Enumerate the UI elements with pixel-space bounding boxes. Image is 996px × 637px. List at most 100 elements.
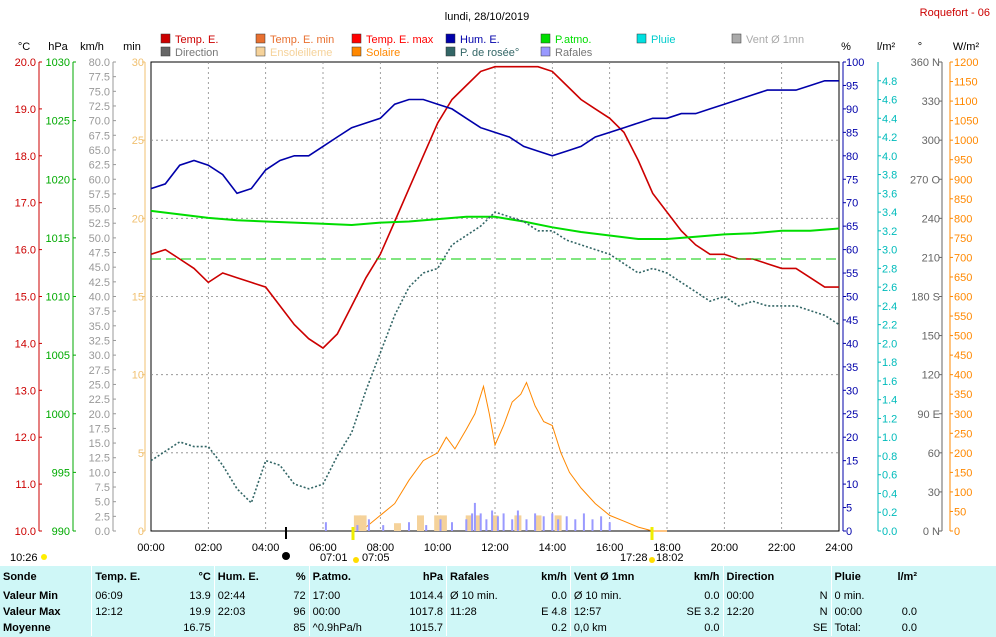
hum-tick-label: 10 (846, 479, 858, 491)
summary-cell: 96 (293, 606, 306, 618)
solar-tick-label: 900 (954, 174, 972, 186)
wind-tick-label: 22.5 (89, 394, 110, 406)
x-tick-label: 00:00 (137, 542, 165, 554)
weather-chart: lundi, 28/10/2019 Roquefort - 06 Temp. E… (10, 7, 990, 564)
summary-cell: Valeur Min (3, 590, 59, 602)
plot-area (41, 65, 840, 563)
summary-cell: 00:00 (308, 604, 389, 620)
solar-tick-label: 400 (954, 370, 972, 382)
bar-rafales (356, 525, 359, 531)
x-tick-label: 14:00 (539, 542, 567, 554)
rain-tick-label: 2.8 (882, 263, 897, 275)
summary-cell: Hum. E. (213, 566, 283, 588)
legend-label: Ensoleilleme (270, 47, 332, 59)
temp-tick-label: 15.0 (15, 292, 36, 304)
sunrise-label: 07:01 (320, 552, 348, 564)
summary-cell: 0.0 (704, 590, 720, 602)
solar-tick-label: 800 (954, 213, 972, 225)
hum-tick-label: 55 (846, 268, 858, 280)
solar-tick-label: 50 (954, 506, 966, 518)
summary-cell: 0.0 (901, 622, 917, 634)
summary-cell: Moyenne (3, 622, 51, 634)
summary-cell: km/h (541, 571, 567, 583)
bar-ensoleilleme (465, 515, 473, 531)
bar-ensoleilleme (534, 515, 542, 531)
dir-tick-label: 90 E (917, 409, 940, 421)
summary-cell: Ø 10 min. (446, 588, 525, 604)
solar_min-tick-label: 0 (138, 526, 144, 538)
summary-cell: Pluie (830, 566, 884, 588)
summary-cell (801, 566, 831, 588)
sunset-icon (649, 557, 655, 563)
wind-tick-label: 55.0 (89, 204, 110, 216)
solar-tick-label: 1050 (954, 116, 978, 128)
summary-cell: 85 (293, 622, 306, 634)
summary-row: Sonde Temp. E. °C Hum. E.% P.atmo. hPa Rafales… (0, 566, 920, 588)
hum-tick-label: 60 (846, 245, 858, 257)
dir-tick-label: 30 (928, 487, 940, 499)
wind-tick-label: 7.5 (95, 482, 110, 494)
wind-tick-label: 42.5 (89, 277, 110, 289)
solar-tick-label: 850 (954, 194, 972, 206)
summary-cell (213, 620, 283, 636)
summary-row: Valeur Max 12:12 19.9 22:03 96 00:00 1017.8 11:… (0, 604, 920, 620)
solar-tick-label: 150 (954, 467, 972, 479)
legend-swatch (445, 33, 456, 44)
legend-label: Vent Ø 1mn (746, 34, 804, 46)
summary-cell: 11:28 (446, 604, 525, 620)
wind-tick-label: 65.0 (89, 145, 110, 157)
wind-tick-label: 25.0 (89, 379, 110, 391)
series-line-temp-e (150, 65, 839, 350)
summary-cell: Valeur Max (3, 606, 61, 618)
hum-tick-label: 40 (846, 338, 858, 350)
bar-rafales (439, 519, 442, 531)
solar-tick-label: 0 (954, 526, 960, 538)
bar-ensoleilleme (439, 515, 447, 531)
solar-tick-label: 350 (954, 389, 972, 401)
sun-icon (41, 554, 47, 560)
legend-swatch (351, 46, 362, 57)
sunrise-icon (353, 557, 359, 563)
rain-tick-label: 2.4 (882, 301, 897, 313)
wind-tick-label: 67.5 (89, 130, 110, 142)
wind-tick-label: 47.5 (89, 248, 110, 260)
legend-swatch (255, 33, 266, 44)
bar-rafales (324, 522, 327, 531)
summary-cell: 00:00 (830, 604, 884, 620)
wind-tick-label: 60.0 (89, 174, 110, 186)
hum-tick-label: 85 (846, 127, 858, 139)
temp-tick-label: 13.0 (15, 385, 36, 397)
summary-cell: 0,0 km (569, 620, 667, 636)
legend-swatch (540, 33, 551, 44)
bar-ensoleilleme (394, 523, 401, 531)
summary-cell: N (819, 590, 828, 602)
bar-ensoleilleme (359, 515, 367, 531)
wind-tick-label: 30.0 (89, 350, 110, 362)
dir-tick-label: 360 N (911, 57, 940, 69)
bar-rafales (557, 519, 560, 531)
summary-cell: 0 min. (830, 588, 884, 604)
summary-cell: ^0.9hPa/h (308, 620, 389, 636)
temp-tick-label: 14.0 (15, 338, 36, 350)
bar-rafales (511, 519, 514, 531)
dir-tick-label: 330 (922, 96, 940, 108)
solar-tick-label: 1200 (954, 57, 978, 69)
legend-label: P. de rosée° (460, 47, 519, 59)
wind-tick-label: 75.0 (89, 86, 110, 98)
summary-cell: hPa (422, 571, 444, 583)
summary-row: Moyenne 16.75 85 ^0.9hPa/h 1015.7 0.2 0,0 km 0.… (0, 620, 920, 636)
x-tick-label: 08:00 (367, 542, 395, 554)
rain-tick-label: 1.0 (882, 432, 897, 444)
rain-tick-label: 3.6 (882, 188, 897, 200)
temp-tick-label: 11.0 (15, 479, 36, 491)
dir-tick-label: 150 (922, 331, 940, 343)
bar-rafales (574, 519, 577, 531)
solar-tick-label: 600 (954, 292, 972, 304)
summary-cell: SE 3.2 (686, 606, 720, 618)
press-tick-label: 1025 (46, 116, 70, 128)
station-name: Roquefort - 06 (920, 7, 990, 19)
temp-tick-label: 12.0 (15, 432, 36, 444)
rain-tick-label: 0.6 (882, 470, 897, 482)
bar-rafales (582, 513, 585, 531)
series-line-solaire (351, 381, 667, 532)
